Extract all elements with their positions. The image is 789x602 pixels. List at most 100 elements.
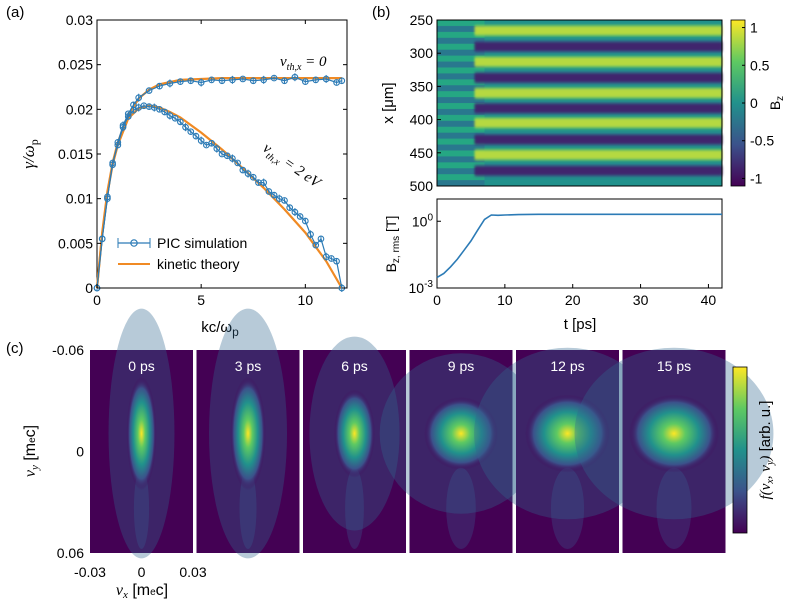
panel-b-xtick-label: 40 xyxy=(701,292,717,308)
pic-point xyxy=(322,75,330,83)
heatmap-early-stripe xyxy=(437,31,485,39)
panel-a-ytick-label: 0.025 xyxy=(58,57,93,73)
panel-c-ytick-label: -0.06 xyxy=(52,342,84,358)
snapshot-time-label: 3 ps xyxy=(235,358,261,374)
pic-point xyxy=(213,145,221,152)
pic-point xyxy=(291,73,299,81)
snapshot-time-label: 15 ps xyxy=(657,358,691,374)
filament-halo xyxy=(475,133,722,147)
heatmap-early-stripe xyxy=(437,79,485,86)
snapshot-distribution-peak xyxy=(628,394,720,473)
pic-point xyxy=(156,105,163,113)
pic-point xyxy=(187,128,195,136)
rms-curve xyxy=(436,213,722,279)
pic-point xyxy=(312,76,320,84)
panel-b-xtick-label: 30 xyxy=(633,292,649,308)
pic-point xyxy=(265,188,273,195)
panel-label-c: (c) xyxy=(6,340,24,357)
heatmap-early-stripe xyxy=(437,91,485,98)
panel-a-ytick-label: 0.01 xyxy=(66,191,93,207)
pic-point xyxy=(291,208,299,216)
legend-pic-label: PIC simulation xyxy=(157,235,247,251)
heatmap-early-stripe xyxy=(437,108,485,116)
panel-c-axes: vy [mec] vx [mec] f(vx, vy) [arb. u.] xyxy=(22,366,776,601)
snapshot-distribution-peak xyxy=(126,376,157,491)
snapshot-tail xyxy=(550,467,585,549)
pic-point xyxy=(208,139,215,147)
panel-b-ylabel: x [μm] xyxy=(380,82,397,123)
panel-c-ylabel: vy [mec] xyxy=(22,425,41,477)
snapshot-tail xyxy=(446,467,476,549)
pic-point xyxy=(328,255,335,262)
pic-point xyxy=(338,77,346,85)
pic-point xyxy=(145,87,153,94)
snapshot-time-label: 0 ps xyxy=(128,358,154,374)
heatmap-early-stripe xyxy=(437,138,485,145)
panel-b-heatmap: 250 300 350 400 450 500 x [μm] 1 0.5 0 -0.5 -1 Bz xyxy=(380,12,786,194)
pic-point xyxy=(260,76,268,84)
snapshot-tail xyxy=(656,467,692,549)
panel-a-xlabel: kc/ωp xyxy=(201,319,239,339)
snapshot-distribution-peak xyxy=(334,389,375,478)
heatmap-early-stripe xyxy=(437,25,485,33)
panel-b-rms-frame xyxy=(436,198,723,289)
legend-pic-marker xyxy=(130,239,138,247)
heatmap-early-stripe xyxy=(437,61,485,68)
pic-curve-2 xyxy=(96,105,343,289)
panel-a-ytick-label: 0.03 xyxy=(66,12,93,28)
panel-b-ytick-label: 300 xyxy=(410,45,434,61)
panel-b-rms-xlabel: t [ps] xyxy=(564,316,597,333)
filament-halo xyxy=(475,24,722,38)
colorbar-tick-label: 0 xyxy=(750,95,758,111)
panel-a-ytick-label: 0.005 xyxy=(58,235,93,251)
pic-point xyxy=(192,132,200,140)
snapshot-tail xyxy=(345,467,364,549)
pic-point xyxy=(307,231,314,238)
snapshot-distribution-peak xyxy=(230,376,266,491)
pic-point xyxy=(312,241,320,249)
pic-point xyxy=(124,113,132,120)
colorbar-tick-label: -1 xyxy=(750,170,763,186)
panel-b-ytick-label: 400 xyxy=(410,112,434,128)
heatmap-early-stripe xyxy=(437,114,485,122)
heatmap-early-stripe xyxy=(437,85,485,92)
pic-point xyxy=(197,137,205,144)
pic-point xyxy=(239,166,247,174)
heatmap-early-stripe xyxy=(437,132,485,140)
panel-b-ytick-label: 500 xyxy=(410,178,434,194)
colorbar-tick-label: 0.5 xyxy=(750,57,770,73)
pic-point xyxy=(187,77,195,85)
pic-point xyxy=(281,77,288,85)
pic-point xyxy=(130,106,137,114)
panel-label-b: (b) xyxy=(372,4,390,21)
heatmap-early-stripe xyxy=(437,20,485,27)
heatmap-early-stripe xyxy=(437,120,485,128)
panel-a-ytick-label: 0 xyxy=(85,280,93,296)
legend-theory-label: kinetic theory xyxy=(157,256,239,272)
pic-point xyxy=(171,114,179,122)
panel-b-ytick-label: 350 xyxy=(410,78,434,94)
heatmap-early-stripe xyxy=(437,126,485,134)
heatmap-early-stripe xyxy=(437,103,485,110)
pic-point xyxy=(229,155,236,162)
heatmap-early-stripe xyxy=(437,168,485,175)
pic-point xyxy=(176,78,184,85)
pic-point xyxy=(156,82,163,90)
pic-point xyxy=(260,179,268,186)
pic-point xyxy=(161,108,169,116)
panel-a-xtick-label: 10 xyxy=(298,292,314,308)
filament-halo xyxy=(475,55,722,69)
pic-point xyxy=(135,94,143,102)
heatmap-early-stripe xyxy=(437,150,485,157)
panel-b-rms-chart: 0 10 20 30 40 100 10-3 Bz, rms [T] t [ps] xyxy=(383,198,723,333)
pic-point xyxy=(296,213,304,220)
heatmap-early-stripe xyxy=(437,162,485,169)
panel-b-xtick-label: 10 xyxy=(497,292,513,308)
panel-a-ylabel: γ/ωp xyxy=(19,139,41,168)
filament-halo xyxy=(475,164,722,178)
heatmap-early-stripe xyxy=(437,97,485,104)
snapshot-distribution-peak xyxy=(424,397,498,470)
snapshot-distribution-peak xyxy=(525,394,610,473)
panel-c-ytick-label: 0 xyxy=(76,444,84,460)
